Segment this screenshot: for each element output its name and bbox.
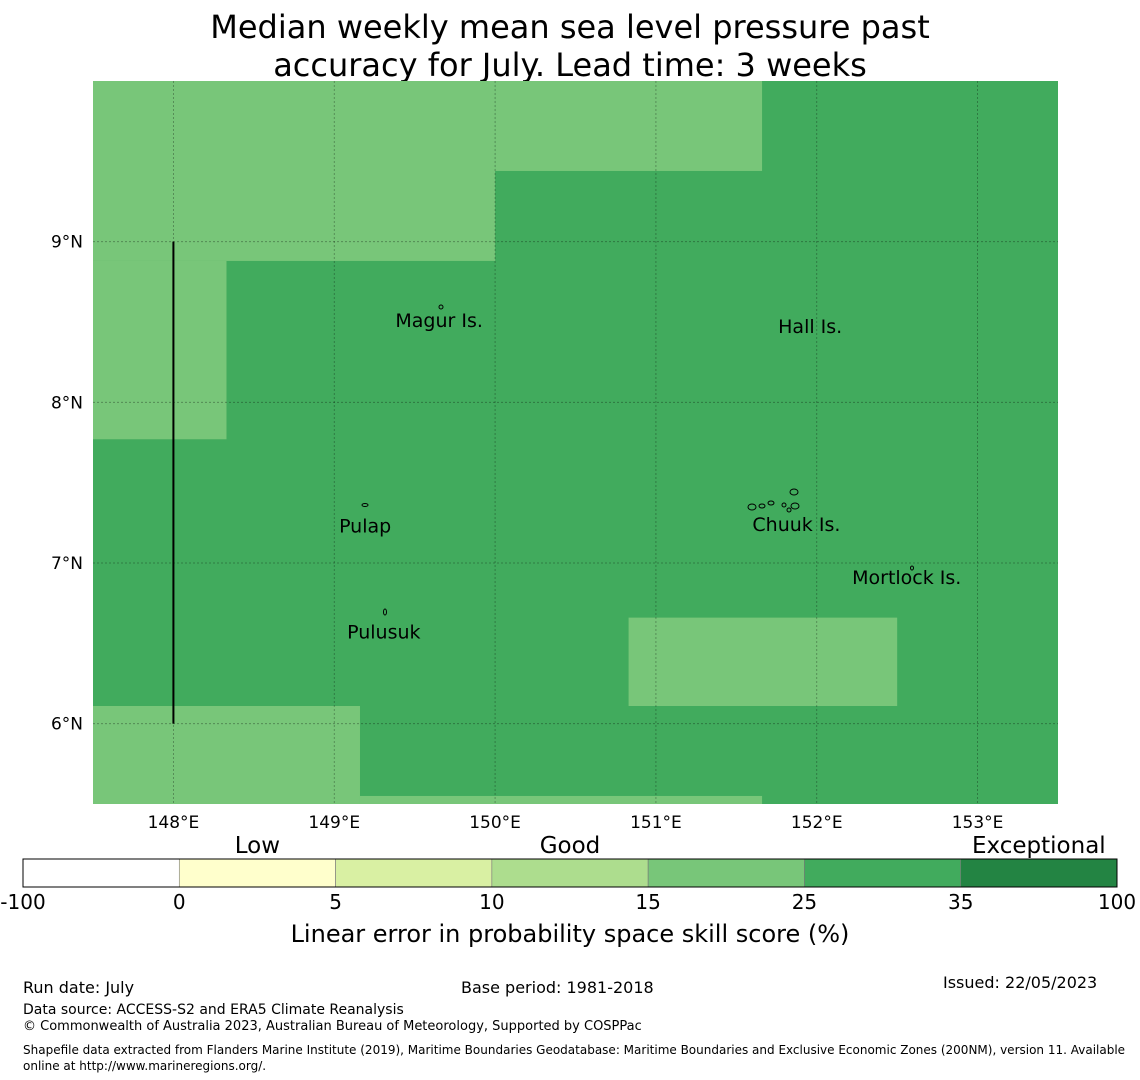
colorbar-segment bbox=[647, 858, 805, 888]
skill-region-3 bbox=[93, 705, 360, 804]
skill-region-0 bbox=[93, 81, 496, 261]
colorbar-category-label: Exceptional bbox=[972, 833, 1106, 859]
lon-tick-label: 153°E bbox=[952, 813, 1004, 833]
graticule bbox=[93, 81, 1058, 804]
colorbar-tick-label: 25 bbox=[792, 890, 817, 914]
run-date: Run date: July bbox=[23, 978, 135, 997]
lon-tick-label: 150°E bbox=[469, 813, 521, 833]
lon-tick-label: 148°E bbox=[148, 813, 200, 833]
colorbar-segment bbox=[491, 858, 649, 888]
colorbar-tick-label: 100 bbox=[1098, 890, 1136, 914]
lon-tick-label: 152°E bbox=[791, 813, 843, 833]
island-outline bbox=[786, 507, 792, 513]
island-outline bbox=[383, 608, 387, 616]
map-title-line-2: accuracy for July. Lead time: 3 weeks bbox=[273, 46, 867, 84]
colorbar-segment bbox=[960, 858, 1118, 888]
place-label: Chuuk Is. bbox=[752, 514, 840, 536]
data-source: Data source: ACCESS-S2 and ERA5 Climate … bbox=[23, 1002, 404, 1018]
place-labels: Magur Is. Hall Is. Pulap Chuuk Is. Mortlock … bbox=[339, 310, 961, 644]
island-outline bbox=[790, 502, 800, 510]
map-figure: Magur Is. Hall Is. Pulap Chuuk Is. Mortlock … bbox=[0, 81, 1136, 948]
skill-region-1 bbox=[495, 81, 763, 171]
lon-tick-label: 151°E bbox=[630, 813, 682, 833]
shapefile-credit: Shapefile data extracted from Flanders M… bbox=[23, 1043, 1126, 1073]
skill-score-map bbox=[93, 81, 1058, 804]
place-label: Hall Is. bbox=[778, 316, 842, 338]
skill-region-2 bbox=[93, 260, 227, 440]
colorbar-category-label: Low bbox=[235, 833, 280, 859]
island-outline bbox=[438, 304, 444, 310]
island-outline bbox=[789, 488, 799, 496]
map-title-line-1: Median weekly mean sea level pressure pa… bbox=[210, 8, 930, 46]
colorbar-segment bbox=[335, 858, 493, 888]
island-outline bbox=[781, 502, 787, 508]
lat-tick-label: 8°N bbox=[51, 393, 83, 413]
colorbar-tick-label: -100 bbox=[0, 890, 45, 914]
issued-date: Issued: 22/05/2023 bbox=[943, 973, 1098, 992]
island-outline bbox=[747, 503, 757, 511]
island-outlines bbox=[361, 304, 914, 616]
colorbar-segment bbox=[22, 858, 180, 888]
lat-tick-label: 6°N bbox=[51, 715, 83, 735]
colorbar-tick-label: 15 bbox=[635, 890, 660, 914]
place-label: Magur Is. bbox=[395, 310, 483, 332]
place-label: Pulap bbox=[339, 515, 391, 537]
base-period: Base period: 1981-2018 bbox=[461, 978, 654, 997]
island-outline bbox=[361, 503, 369, 507]
place-label: Pulusuk bbox=[347, 622, 420, 644]
copyright-notice: © Commonwealth of Australia 2023, Austra… bbox=[23, 1019, 642, 1034]
colorbar-tick-label: 5 bbox=[329, 890, 342, 914]
colorbar: -100 0 5 10 15 25 35 100 Low Good Exceptional Linea… bbox=[0, 833, 1136, 948]
skill-region-5 bbox=[628, 617, 898, 706]
island-outline bbox=[767, 500, 775, 506]
colorbar-segment bbox=[804, 858, 962, 888]
place-label: Mortlock Is. bbox=[852, 567, 961, 589]
lon-tick-label: 149°E bbox=[308, 813, 360, 833]
axis-tick-labels: 148°E 149°E 150°E 151°E 152°E 153°E 9°N 8°N 7°N 6… bbox=[51, 233, 1003, 833]
colorbar-tick-label: 0 bbox=[173, 890, 186, 914]
island-outline bbox=[758, 503, 766, 509]
colorbar-segment bbox=[178, 858, 336, 888]
lat-tick-label: 9°N bbox=[51, 233, 83, 253]
skill-region-4 bbox=[359, 795, 763, 804]
colorbar-frame bbox=[22, 858, 1118, 888]
colorbar-tick-label: 35 bbox=[948, 890, 973, 914]
lat-tick-label: 7°N bbox=[51, 554, 83, 574]
colorbar-title: Linear error in probability space skill … bbox=[291, 920, 850, 948]
island-outline bbox=[910, 565, 914, 571]
colorbar-category-label: Good bbox=[540, 833, 601, 859]
colorbar-tick-label: 10 bbox=[479, 890, 504, 914]
